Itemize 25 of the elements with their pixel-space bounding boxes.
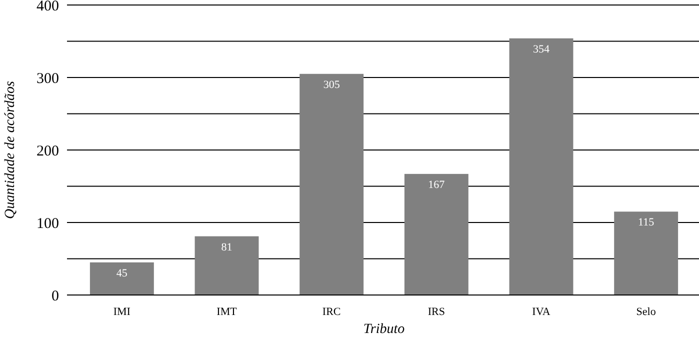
x-tick-label: IVA <box>532 306 550 318</box>
y-axis-title: Quantidade de acórdãos <box>3 80 18 219</box>
x-tick-label: IMT <box>216 306 238 318</box>
bar <box>90 262 154 295</box>
bar <box>300 74 364 295</box>
y-tick-label: 100 <box>36 216 59 232</box>
x-tick-label: IRC <box>322 306 341 318</box>
y-tick-label: 0 <box>52 288 59 304</box>
bar <box>194 236 259 295</box>
x-tick-label: IMI <box>113 306 131 318</box>
data-label: 305 <box>323 78 340 91</box>
bar <box>404 174 468 295</box>
y-tick-label: 200 <box>36 143 59 160</box>
data-label: 81 <box>221 241 232 254</box>
y-tick-label: 400 <box>36 0 59 14</box>
x-axis-title: Tributo <box>363 322 405 337</box>
data-label: 167 <box>428 178 446 191</box>
data-label: 354 <box>533 43 550 56</box>
data-label: 45 <box>116 267 128 280</box>
y-tick-label: 300 <box>36 70 59 87</box>
bar <box>509 38 574 295</box>
x-tick-label: Selo <box>636 306 656 318</box>
x-tick-label: IRS <box>428 306 445 318</box>
data-label: 115 <box>638 216 655 229</box>
bar <box>614 212 678 295</box>
